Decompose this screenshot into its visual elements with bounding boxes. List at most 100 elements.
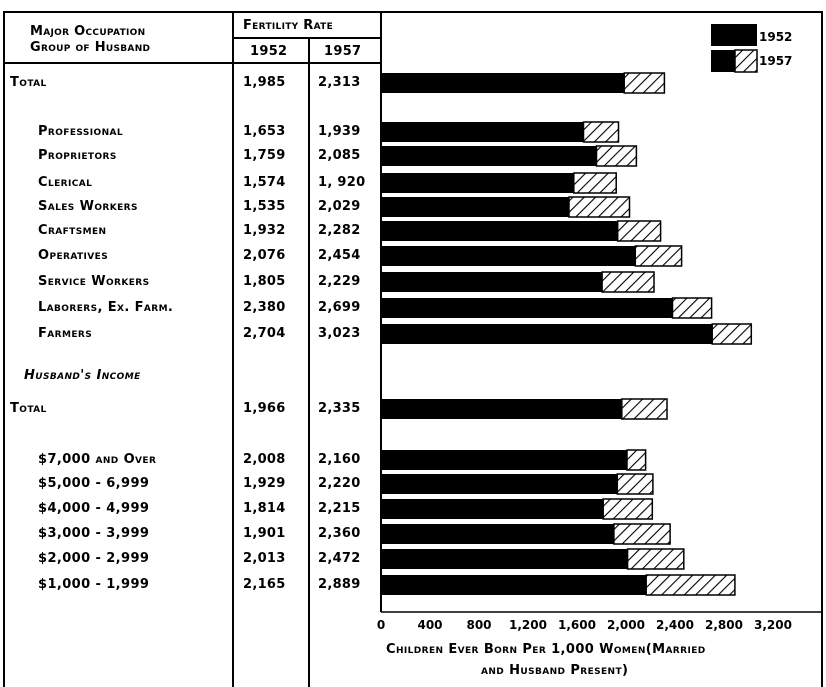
value-1957: 2,313: [318, 75, 361, 90]
bar-1952: [381, 549, 628, 569]
fertility-rate-header: Fertility Rate: [243, 18, 334, 33]
bar-1952: [381, 221, 618, 241]
value-1952: 2,013: [243, 551, 286, 566]
group-header-line2: Group of Husband: [30, 40, 151, 55]
value-1957: 2,229: [318, 274, 361, 289]
x-tick-label: 1,200: [509, 618, 547, 632]
value-1952: 1,574: [243, 175, 286, 190]
figure-frame: [3, 11, 823, 687]
row-label: $3,000 - 3,999: [38, 526, 150, 541]
x-tick-label: 1,600: [558, 618, 596, 632]
value-1952: 1,985: [243, 75, 286, 90]
value-1957: 1,939: [318, 124, 361, 139]
x-tick-label: 800: [466, 618, 492, 632]
bar-1957-increment: [626, 548, 685, 570]
value-1957: 2,220: [318, 476, 361, 491]
bar-1957-increment: [634, 245, 683, 267]
section-heading: Husband's Income: [24, 368, 141, 383]
bar-1957-increment: [573, 172, 617, 194]
row-label: Total: [10, 75, 47, 90]
row-label: $4,000 - 4,999: [38, 501, 150, 516]
row-label: $2,000 - 2,999: [38, 551, 150, 566]
value-1952: 2,704: [243, 326, 286, 341]
value-1952: 1,901: [243, 526, 286, 541]
row-label: Clerical: [38, 175, 93, 190]
bar-1957-increment: [621, 398, 668, 420]
legend-swatch-1957: [734, 49, 758, 73]
bar-1952: [381, 197, 569, 217]
value-1957: 2,215: [318, 501, 361, 516]
x-tick-label: 0: [376, 618, 386, 632]
value-1957: 2,360: [318, 526, 361, 541]
value-1957: 2,160: [318, 452, 361, 467]
bar-1957-increment: [711, 323, 753, 345]
legend-swatch-1952: [711, 24, 757, 46]
bar-1957-increment: [602, 498, 654, 520]
value-1957: 3,023: [318, 326, 361, 341]
row-label: Farmers: [38, 326, 93, 341]
value-1952: 1,653: [243, 124, 286, 139]
bar-1957-increment: [613, 523, 671, 545]
row-label: Service Workers: [38, 274, 150, 289]
row-label: $1,000 - 1,999: [38, 577, 150, 592]
value-1957: 2,282: [318, 223, 361, 238]
x-tick-label: 2,800: [705, 618, 743, 632]
value-1952: 1,814: [243, 501, 286, 516]
value-1952: 1,929: [243, 476, 286, 491]
value-1957: 2,335: [318, 401, 361, 416]
row-label: Sales Workers: [38, 199, 138, 214]
x-tick-label: 400: [417, 618, 443, 632]
row-label: $7,000 and Over: [38, 452, 157, 467]
row-label: Operatives: [38, 248, 109, 263]
bar-1957-increment: [582, 121, 620, 143]
bar-1952: [381, 575, 647, 595]
value-1957: 2,454: [318, 248, 361, 263]
x-tick-label: 2,000: [607, 618, 645, 632]
bar-1952: [381, 73, 625, 93]
x-axis-label-line2: and Husband Present): [481, 663, 629, 678]
row-label: Proprietors: [38, 148, 117, 163]
bar-1952: [381, 499, 604, 519]
bar-1952: [381, 272, 603, 292]
value-1952: 1,759: [243, 148, 286, 163]
bar-1957-increment: [595, 145, 638, 167]
row-label: Craftsmen: [38, 223, 107, 238]
bar-1952: [381, 246, 636, 266]
bar-1952: [381, 324, 713, 344]
bar-1952: [381, 173, 574, 193]
bar-1957-increment: [645, 574, 736, 596]
bar-1957-increment: [626, 449, 647, 471]
bar-1957-increment: [616, 473, 654, 495]
value-1952: 2,380: [243, 300, 286, 315]
value-1957: 1, 920: [318, 175, 366, 190]
value-1952: 1,932: [243, 223, 286, 238]
bar-1952: [381, 474, 618, 494]
legend-swatch-1957-solid: [711, 50, 735, 72]
value-1957: 2,085: [318, 148, 361, 163]
bar-1957-increment: [601, 271, 655, 293]
value-1952: 2,076: [243, 248, 286, 263]
value-1952: 2,165: [243, 577, 286, 592]
bar-1952: [381, 146, 597, 166]
year-1957-header: 1957: [324, 44, 362, 59]
row-label: $5,000 - 6,999: [38, 476, 150, 491]
legend-label-1957: 1957: [759, 54, 793, 68]
bar-1957-increment: [568, 196, 631, 218]
row-label: Laborers, Ex. Farm.: [38, 300, 174, 315]
value-1952: 1,805: [243, 274, 286, 289]
value-1952: 2,008: [243, 452, 286, 467]
row-label: Total: [10, 401, 47, 416]
bar-1957-increment: [616, 220, 662, 242]
group-header-line1: Major Occupation: [30, 24, 146, 39]
bar-1952: [381, 450, 627, 470]
bar-1957-increment: [623, 72, 666, 94]
value-1952: 1,535: [243, 199, 286, 214]
bar-1952: [381, 524, 614, 544]
bar-1957-increment: [671, 297, 713, 319]
x-axis-label-line1: Children Ever Born Per 1,000 Women(Marri…: [386, 642, 706, 657]
value-1957: 2,472: [318, 551, 361, 566]
bar-1952: [381, 298, 673, 318]
year-1952-header: 1952: [250, 44, 288, 59]
value-1957: 2,699: [318, 300, 361, 315]
